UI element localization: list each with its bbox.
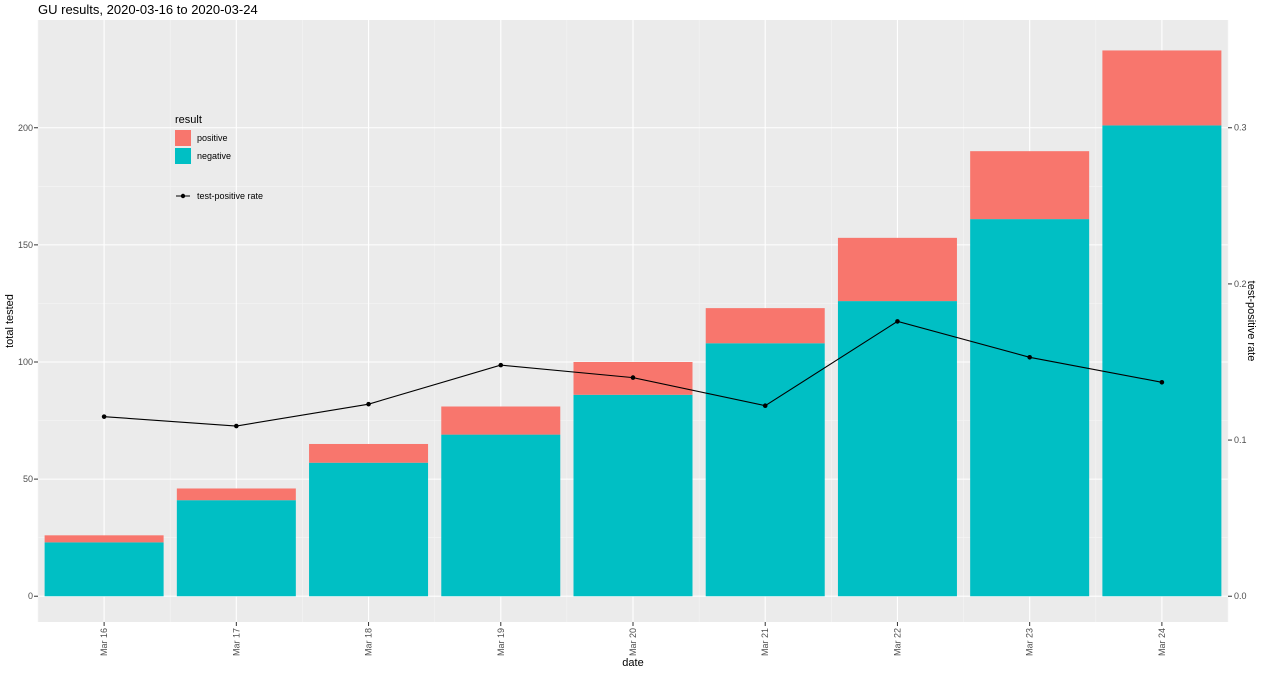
legend-label-negative: negative — [197, 151, 231, 161]
bar-negative — [1102, 125, 1222, 597]
bars — [44, 50, 1222, 597]
x-tick-label: Mar 18 — [364, 628, 374, 656]
legend-title: result — [175, 114, 202, 126]
bar-positive — [309, 443, 429, 463]
x-tick-label: Mar 16 — [99, 628, 109, 656]
y-tick-label: 100 — [18, 357, 33, 367]
rate-point — [234, 423, 239, 429]
x-tick-label: Mar 20 — [628, 628, 638, 656]
bar-positive — [441, 406, 561, 435]
bar-positive — [837, 237, 957, 302]
y-tick-label: 50 — [23, 474, 33, 484]
y2-tick-label: 0.3 — [1234, 123, 1247, 133]
x-tick-label: Mar 17 — [231, 628, 241, 656]
y2-tick-label: 0.0 — [1234, 591, 1247, 601]
y2-axis-title: test-positive rate — [1245, 281, 1257, 362]
bar-negative — [176, 500, 296, 597]
bar-negative — [705, 343, 825, 597]
legend: result positive negative test-positive r… — [175, 114, 263, 201]
legend-key-point — [180, 193, 186, 199]
y-tick-label: 0 — [28, 591, 33, 601]
rate-point — [630, 375, 636, 380]
y-tick-label: 200 — [18, 123, 33, 133]
bar-negative — [573, 394, 693, 597]
legend-key-positive — [175, 130, 191, 146]
bar-positive — [970, 151, 1090, 220]
y-tick-label: 150 — [18, 240, 33, 250]
legend-label-rate: test-positive rate — [197, 191, 263, 201]
y2-tick-label: 0.2 — [1234, 279, 1247, 289]
rate-point — [1159, 379, 1165, 385]
bar-negative — [44, 542, 164, 597]
rate-point — [498, 362, 504, 368]
legend-label-positive: positive — [197, 133, 228, 143]
bar-negative — [309, 462, 429, 597]
chart-title: GU results, 2020-03-16 to 2020-03-24 — [38, 2, 258, 17]
bar-negative — [441, 434, 561, 597]
rate-point — [1027, 355, 1032, 360]
legend-key-negative — [175, 148, 191, 164]
x-tick-label: Mar 23 — [1025, 628, 1035, 656]
rate-point — [101, 414, 107, 419]
x-tick-label: Mar 21 — [760, 628, 770, 656]
bar-positive — [44, 535, 164, 543]
bar-positive — [1102, 50, 1222, 126]
bar-positive — [705, 308, 825, 344]
bar-positive — [176, 488, 296, 501]
x-tick-label: Mar 24 — [1157, 628, 1167, 656]
x-tick-label: Mar 22 — [892, 628, 902, 656]
x-tick-label: Mar 19 — [496, 628, 506, 656]
bar-negative — [970, 219, 1090, 597]
rate-line — [101, 319, 1165, 429]
x-axis: Mar 16 Mar 17 Mar 18 Mar 19 Mar 20 Mar 21 Mar … — [99, 622, 1167, 656]
x-axis-title: date — [622, 657, 643, 669]
rate-point — [895, 319, 900, 324]
y-axis: 0 50 100 150 200 — [18, 123, 38, 601]
rate-point — [762, 403, 768, 409]
y-axis-title: total tested — [4, 294, 16, 348]
y2-axis: 0.0 0.1 0.2 0.3 — [1228, 123, 1247, 601]
bar-negative — [837, 301, 957, 597]
y2-tick-label: 0.1 — [1234, 435, 1247, 445]
rate-point — [366, 401, 371, 407]
